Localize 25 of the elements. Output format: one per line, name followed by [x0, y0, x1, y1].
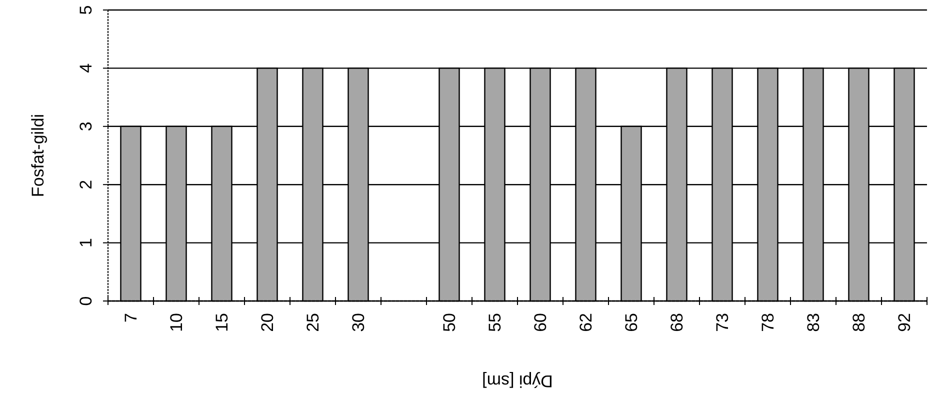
x-tick-label: 60: [530, 313, 550, 332]
y-tick-label: 2: [76, 180, 96, 190]
x-tick-label: 83: [804, 313, 823, 332]
x-tick-label: 65: [622, 313, 641, 332]
x-tick-label: 50: [440, 313, 459, 332]
x-tick-label: 25: [303, 313, 322, 332]
x-tick-label: 88: [849, 313, 868, 332]
x-tick-label: 7: [121, 313, 140, 322]
x-tick-label: 30: [348, 313, 368, 332]
x-tick-label: 20: [258, 313, 277, 332]
x-tick-label: 15: [212, 313, 232, 332]
y-tick-label: 4: [76, 63, 96, 73]
y-tick-label: 0: [76, 296, 96, 306]
x-tick-label: 92: [894, 313, 914, 332]
y-axis-title: Fosfat-gildi: [28, 114, 48, 198]
y-tick-label: 3: [76, 122, 96, 132]
x-tick-label: 68: [667, 313, 686, 332]
y-tick-label: 5: [76, 5, 96, 15]
x-axis-title: Dýpi [sm]: [482, 372, 553, 390]
x-tick-label: 78: [758, 313, 778, 332]
x-tick-label: 62: [576, 313, 596, 332]
x-tick-label: 73: [712, 313, 732, 332]
x-tick-label: 10: [166, 313, 186, 332]
x-tick-label: 55: [485, 313, 504, 332]
y-tick-label: 1: [76, 238, 96, 248]
